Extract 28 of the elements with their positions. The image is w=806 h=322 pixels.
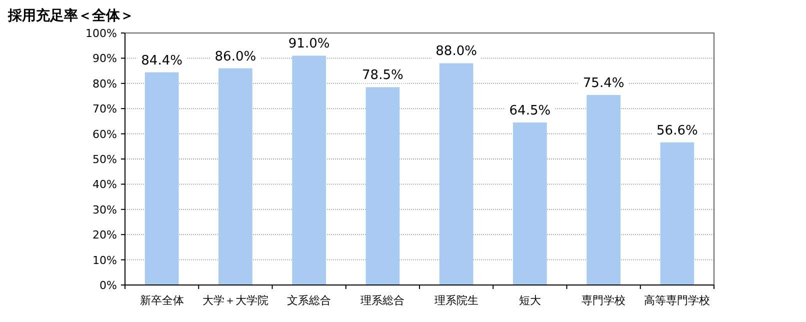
- xtick: 文系総合: [287, 294, 332, 307]
- ytick: 0%: [100, 279, 117, 292]
- xtick: 新卒全体: [140, 294, 184, 307]
- value-label: 56.6%: [656, 123, 698, 138]
- value-label: 84.4%: [141, 53, 182, 68]
- value-label: 88.0%: [436, 44, 477, 60]
- ytick: 90%: [92, 52, 117, 66]
- value-label: 91.0%: [288, 36, 330, 52]
- ytick: 40%: [92, 178, 117, 192]
- ytick: 60%: [92, 128, 117, 141]
- value-label: 86.0%: [214, 49, 256, 64]
- value-label: 75.4%: [582, 76, 624, 91]
- value-label: 78.5%: [362, 68, 404, 84]
- xtick: 理系院生: [434, 294, 478, 307]
- xtick: 短大: [518, 294, 541, 307]
- ytick: 80%: [92, 77, 117, 90]
- xtick: 専門学校: [582, 294, 626, 307]
- ytick: 10%: [92, 254, 117, 267]
- xtick: 理系総合: [360, 294, 405, 307]
- ytick: 50%: [92, 153, 117, 166]
- ytick: 20%: [92, 228, 117, 242]
- ytick: 70%: [92, 102, 117, 116]
- ytick: 30%: [92, 203, 117, 216]
- title: 採用充足率＜全体＞: [8, 8, 134, 24]
- xtick: 大学＋大学院: [202, 294, 268, 307]
- value-label: 64.5%: [509, 103, 551, 118]
- xtick: 高等専門学校: [644, 294, 710, 307]
- ytick: 100%: [86, 27, 117, 40]
